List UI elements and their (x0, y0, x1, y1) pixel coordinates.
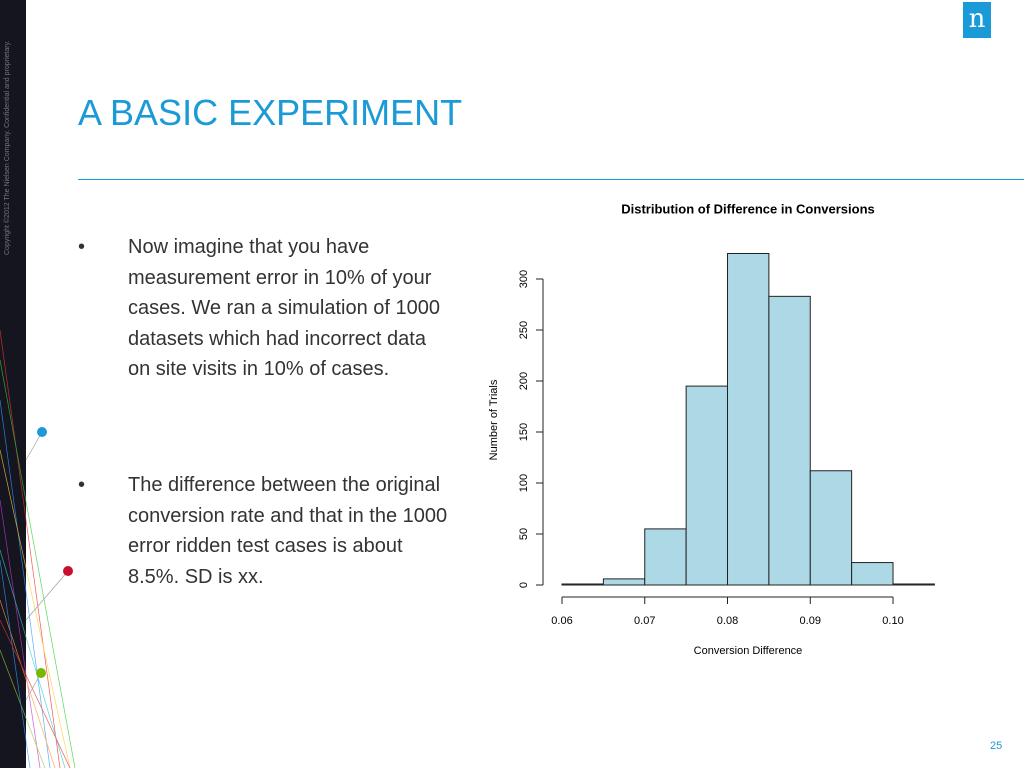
x-tick-label: 0.07 (634, 615, 655, 627)
chart-title: Distribution of Difference in Conversion… (621, 201, 875, 216)
y-tick-label: 250 (518, 321, 530, 339)
logo: n (963, 2, 991, 38)
x-tick-label: 0.06 (551, 615, 572, 627)
dot (37, 427, 47, 437)
y-tick-label: 300 (518, 270, 530, 288)
x-tick-label: 0.09 (800, 615, 821, 627)
bullet-symbol: • (78, 236, 86, 258)
bullet-symbol: • (78, 474, 86, 496)
bar (727, 253, 770, 586)
x-tick-label: 0.10 (882, 615, 903, 627)
bar (768, 295, 811, 586)
y-tick-label: 50 (518, 528, 530, 540)
y-tick-label: 150 (518, 423, 530, 441)
bar (892, 583, 935, 586)
y-axis-label: Number of Trials (488, 379, 500, 460)
x-tick-label: 0.08 (717, 615, 738, 627)
bar (644, 528, 687, 586)
title-rule (78, 179, 1024, 180)
y-tick-label: 0 (518, 582, 530, 588)
bar (561, 583, 604, 586)
page-number: 25 (990, 740, 1003, 752)
mesh-lines (0, 329, 76, 768)
bar (685, 385, 729, 586)
bar (851, 562, 894, 586)
dot (36, 668, 46, 678)
bullet-text: Now imagine that you have measurement er… (128, 236, 441, 380)
y-tick-label: 200 (518, 372, 530, 390)
bar (602, 578, 646, 586)
bullet-text: The difference between the original conv… (128, 474, 448, 588)
slide-title: A BASIC EXPERIMENT (78, 92, 463, 133)
x-axis-label: Conversion Difference (694, 645, 803, 657)
y-tick-label: 100 (518, 474, 530, 492)
decorative-strip (0, 0, 76, 768)
bar (809, 470, 853, 586)
dot (63, 566, 73, 576)
